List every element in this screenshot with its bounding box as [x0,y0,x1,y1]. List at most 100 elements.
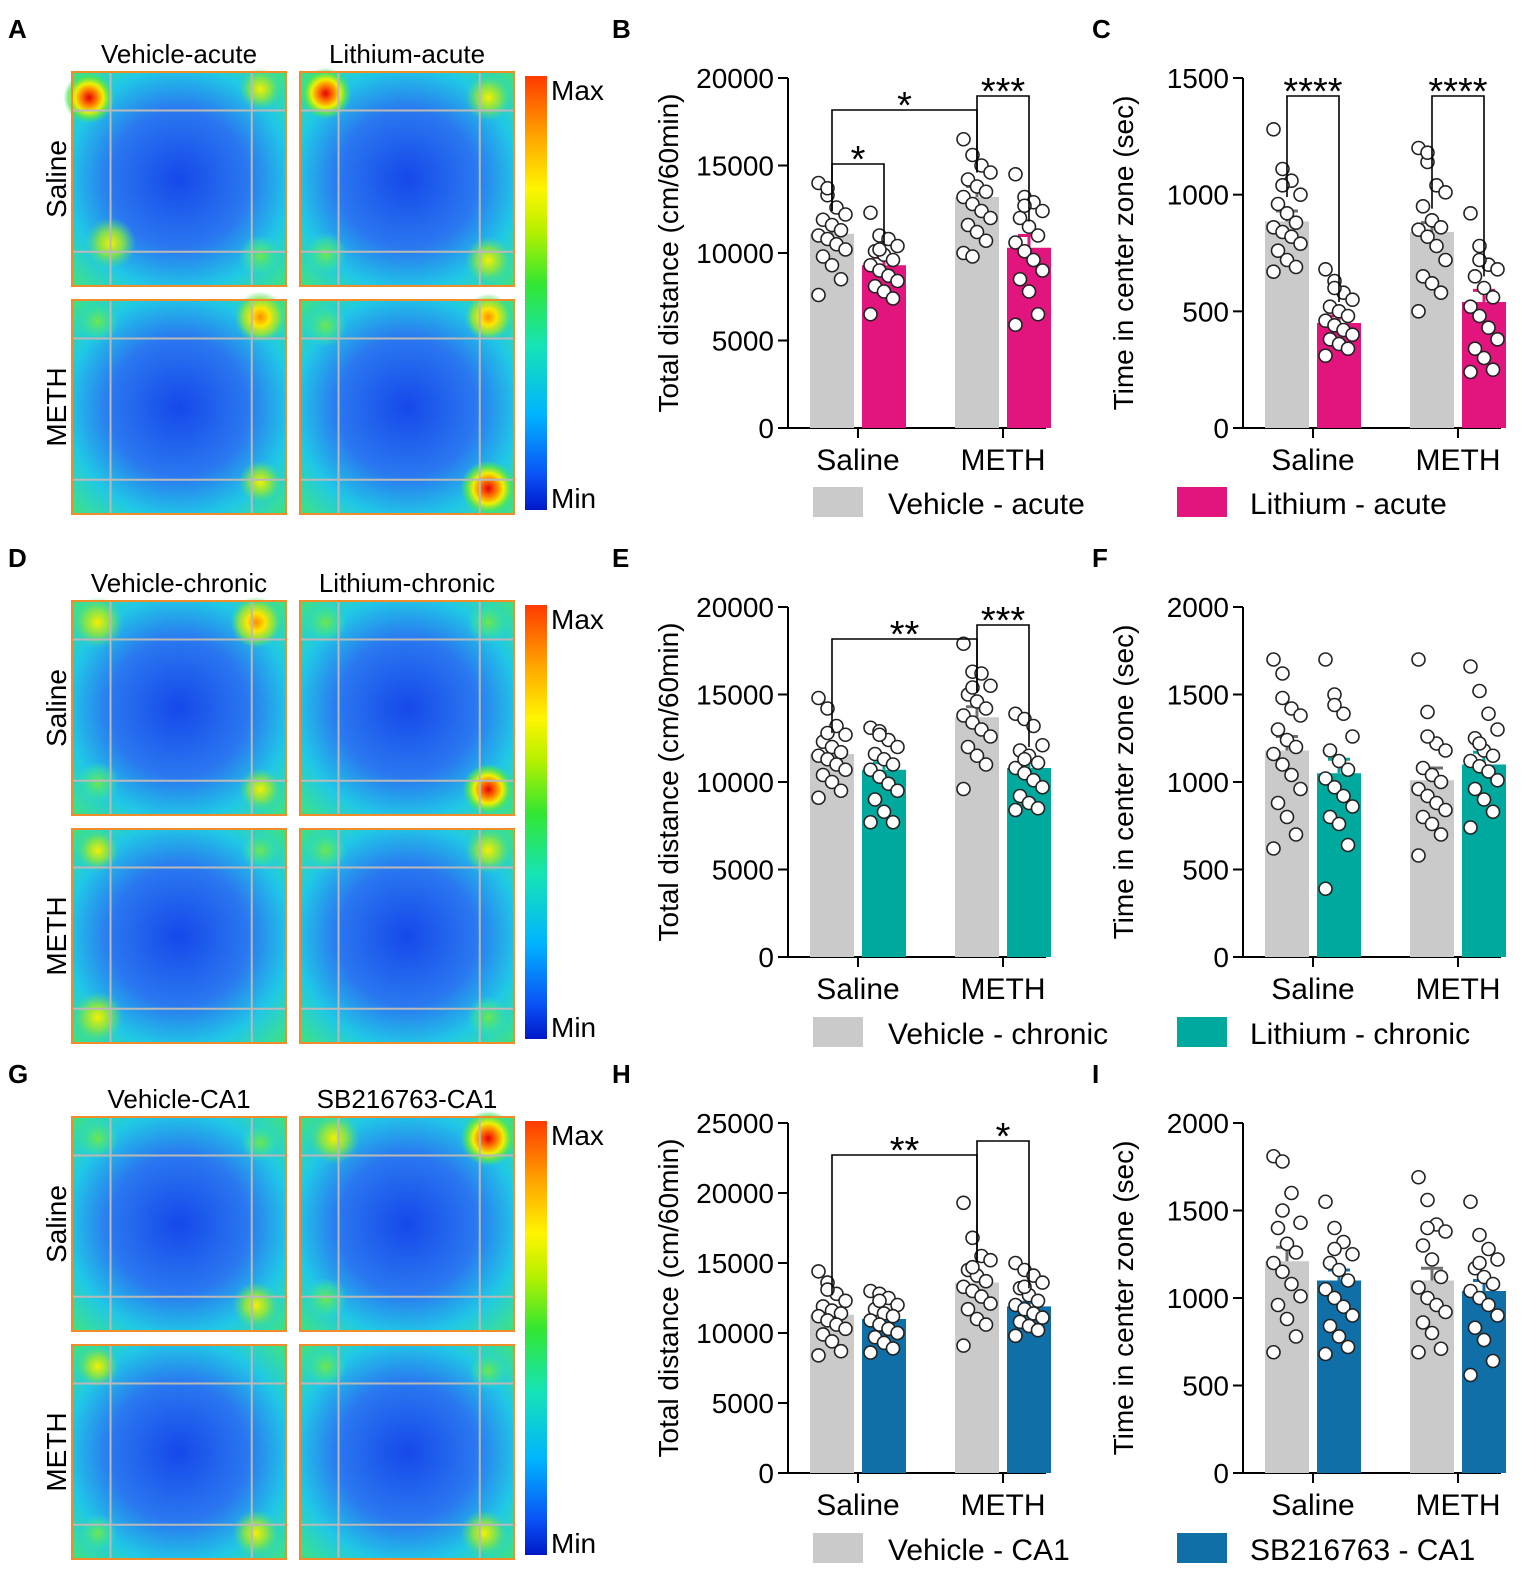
heatmap-hotspot [76,761,120,805]
heatmap-map [299,1344,515,1560]
data-point [1463,1194,1478,1210]
data-point [978,1273,994,1289]
data-point [1463,364,1478,380]
x-tick-label: Saline [1271,444,1354,477]
data-point [983,678,998,694]
x-tick-label: METH [961,1489,1046,1522]
data-point [1336,706,1351,722]
data-point [820,725,835,741]
data-point [1030,755,1046,771]
data-point [1270,722,1286,737]
data-point [978,233,994,249]
chart-I: I Time in center zone (sec) 0 500 1000 1500 20… [1092,1059,1506,1522]
y-tick-label: 5000 [712,1388,774,1419]
data-point [1490,722,1505,737]
data-point [1476,350,1492,366]
data-point [1336,788,1351,804]
y-tick-label: 25000 [696,1108,774,1139]
data-point [1293,781,1308,797]
data-point [1424,276,1440,291]
data-point [1030,1322,1046,1338]
column-label: Vehicle-CA1 [107,1084,250,1114]
significance-bracket: **** [1283,71,1343,302]
heatmap-frame [71,1344,287,1560]
heatmap-hotspot [464,293,512,341]
scale-min-label: Min [551,1012,596,1043]
heatmap-frame [299,828,515,1044]
y-tick-label: 20000 [696,1178,774,1209]
data-point [1411,848,1426,863]
data-point [1035,737,1050,753]
significance-label: *** [981,600,1026,642]
data-point [1485,362,1501,377]
data-point [1012,210,1028,226]
data-point [867,792,883,807]
data-point [1424,1325,1440,1341]
y-tick-label: 0 [758,413,774,444]
data-point [1490,772,1505,788]
data-point [838,207,853,222]
y-tick-label: 0 [758,1458,774,1489]
data-point [1340,837,1356,853]
y-axis-title: Time in center zone (sec) [1108,96,1139,411]
data-point [1433,285,1449,300]
heatmap-hotspot [460,460,517,517]
x-tick-label: METH [1416,444,1501,477]
data-point [1490,332,1505,347]
y-tick-label: 15000 [696,1248,774,1279]
data-point [1429,238,1444,254]
data-point [1288,1245,1304,1260]
data-point [1017,1279,1032,1295]
y-axis-title: Time in center zone (sec) [1108,625,1139,940]
data-point [1318,652,1333,667]
y-tick-label: 0 [758,942,774,973]
heatmap-hotspot [76,1117,120,1160]
data-point [1481,1297,1496,1313]
data-point [1275,178,1290,193]
data-point [1420,704,1435,720]
data-point [838,762,853,778]
heatmap-map [71,1116,287,1332]
data-point [1481,764,1496,779]
data-point [885,252,901,268]
heatmap-frame [299,71,515,287]
heatmap-hotspot [78,1514,117,1553]
panel-letter: H [612,1059,631,1089]
y-tick-label: 10000 [696,1318,774,1349]
significance-bracket: * [976,1116,1030,1289]
data-point [1345,729,1360,744]
data-point [1340,1273,1356,1288]
data-point [1318,262,1333,277]
data-point [876,804,892,820]
y-tick-label: 1000 [1167,767,1229,798]
data-point [1275,757,1290,772]
data-point [811,287,826,303]
data-point [1481,706,1496,722]
data-point [1485,804,1501,820]
heatmap-hotspot [232,1509,280,1557]
bracket-line [831,1154,978,1296]
heatmap-hotspot [76,1345,120,1388]
data-point [1284,1185,1299,1201]
data-point [833,1343,849,1359]
data-point [1485,290,1501,305]
data-point [1275,690,1290,706]
data-point [956,636,971,652]
data-point [1288,827,1304,842]
y-tick-label: 500 [1182,296,1229,327]
y-tick-label: 2000 [1167,592,1229,623]
data-point [1420,729,1435,744]
data-point [1288,215,1304,230]
data-point [890,1325,905,1341]
heatmap-panel-G: G Vehicle-CA1 SB216763-CA1 Saline METH Max Min [8,1059,604,1560]
heatmap-hotspot [234,291,286,343]
chart-F: F Time in center zone (sec) 0 500 1000 1500 20… [1092,543,1506,1006]
data-point [811,1264,826,1279]
data-point [1433,774,1449,790]
data-point [1420,229,1435,244]
data-point [1008,1328,1023,1344]
data-point [1266,746,1281,762]
data-point [1331,753,1347,769]
data-point [1411,1280,1426,1295]
panel-letter: E [612,543,629,573]
